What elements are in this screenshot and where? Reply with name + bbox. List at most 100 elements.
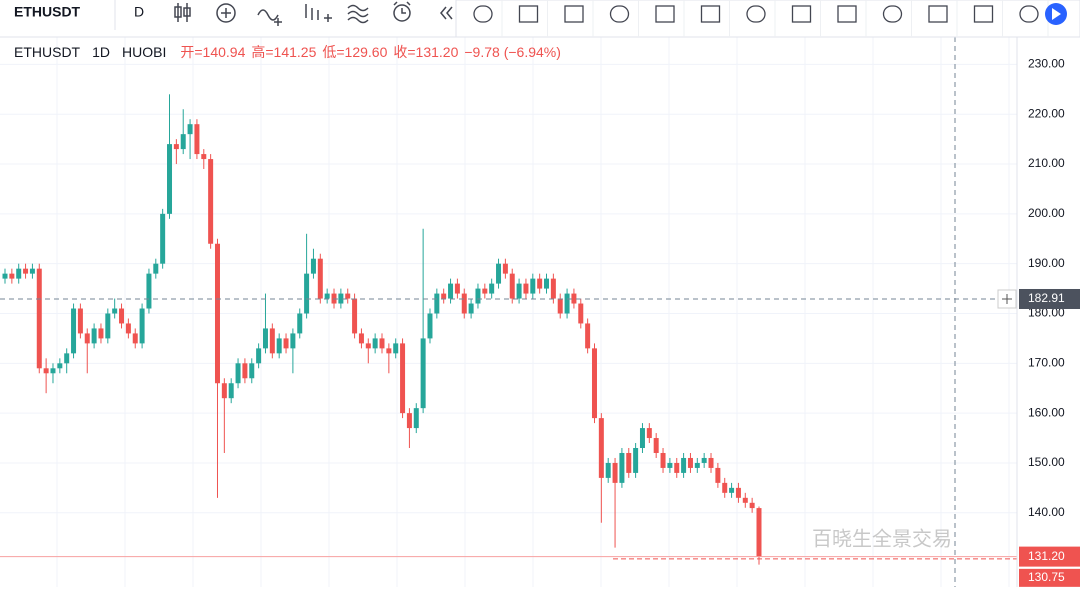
candle-body bbox=[653, 438, 659, 453]
y-tick-label: 190.00 bbox=[1028, 256, 1065, 270]
candle-body bbox=[208, 159, 214, 244]
candle-body bbox=[742, 497, 748, 503]
candle-body bbox=[448, 283, 454, 299]
candle-body bbox=[372, 338, 378, 349]
candle-body bbox=[256, 348, 262, 364]
legend-item: 低=129.60 bbox=[322, 44, 387, 60]
candle-body bbox=[605, 462, 611, 478]
candle-body bbox=[91, 328, 97, 344]
candle-body bbox=[633, 448, 639, 473]
tool-icon[interactable] bbox=[655, 5, 675, 23]
legend: ETHUSDT 1D HUOBI 开=140.94 高=141.25 低=129.60 收=… bbox=[14, 44, 561, 60]
symbol-button[interactable]: ETHUSDT bbox=[14, 4, 81, 20]
interval-button[interactable]: D bbox=[134, 4, 144, 20]
candle-body bbox=[708, 457, 714, 468]
candle-body bbox=[146, 273, 152, 309]
candle-body bbox=[139, 308, 145, 344]
legend-item: 1D bbox=[92, 44, 110, 60]
crosshair-plus-icon bbox=[1002, 293, 1012, 304]
crosshair-label: 182.91 bbox=[1028, 291, 1065, 305]
candle-body bbox=[153, 263, 159, 274]
y-tick-label: 140.00 bbox=[1028, 505, 1065, 519]
indicators-button[interactable] bbox=[216, 3, 236, 23]
tool-icon[interactable] bbox=[1019, 5, 1039, 23]
candle-body bbox=[173, 144, 179, 150]
candle-body bbox=[694, 462, 700, 468]
y-tick-label: 230.00 bbox=[1028, 57, 1065, 71]
y-tick-label: 220.00 bbox=[1028, 106, 1065, 120]
second-price-label: 130.75 bbox=[1028, 570, 1065, 584]
tool-icon[interactable] bbox=[746, 5, 766, 23]
candle-body bbox=[214, 243, 220, 384]
candle-body bbox=[729, 487, 735, 493]
candle-body bbox=[352, 298, 358, 334]
candle-body bbox=[674, 462, 680, 473]
play-icon bbox=[1052, 8, 1061, 20]
candle-body bbox=[338, 293, 344, 304]
compare-button[interactable] bbox=[257, 9, 282, 26]
candle-body bbox=[571, 293, 577, 304]
candle-body bbox=[523, 283, 529, 294]
tool-icon[interactable] bbox=[473, 5, 493, 23]
candle-body bbox=[112, 308, 118, 314]
legend-item: −9.78 (−6.94%) bbox=[464, 44, 561, 60]
candle-body bbox=[36, 268, 42, 369]
candle-body bbox=[29, 268, 35, 274]
candle-body bbox=[550, 278, 556, 299]
candle-body bbox=[262, 328, 268, 349]
candle-body bbox=[16, 268, 22, 279]
candle-body bbox=[297, 313, 303, 334]
rewind-button[interactable] bbox=[440, 6, 453, 20]
candle-body bbox=[687, 457, 693, 468]
y-tick-label: 160.00 bbox=[1028, 405, 1065, 419]
tool-icon[interactable] bbox=[564, 5, 584, 23]
candle-body bbox=[310, 258, 316, 274]
candle-body bbox=[221, 383, 227, 399]
axis-labels: 230.00 220.00 210.00 200.00 190.00 180.00 170.… bbox=[1019, 57, 1080, 587]
candle-body bbox=[180, 134, 186, 150]
y-tick-label: 200.00 bbox=[1028, 206, 1065, 220]
candle-body bbox=[516, 283, 522, 299]
candle-body bbox=[441, 293, 447, 299]
candle-body bbox=[681, 457, 687, 473]
candle-body bbox=[187, 124, 193, 135]
candle-body bbox=[194, 124, 200, 155]
candle-body bbox=[345, 293, 351, 299]
candle-body bbox=[454, 283, 460, 294]
tool-icon[interactable] bbox=[700, 5, 721, 23]
candle-body bbox=[132, 333, 138, 344]
candle-body bbox=[626, 452, 632, 473]
candle-body bbox=[406, 413, 412, 429]
y-tick-label: 170.00 bbox=[1028, 355, 1065, 369]
candle-body bbox=[167, 144, 173, 214]
last-price-label: 131.20 bbox=[1028, 549, 1065, 563]
tool-icon[interactable] bbox=[837, 5, 857, 23]
alert-button[interactable] bbox=[393, 1, 411, 22]
drawing-tools bbox=[473, 0, 1049, 37]
candle-body bbox=[667, 462, 673, 468]
legend-item: 开=140.94 bbox=[180, 44, 245, 60]
tool-icon[interactable] bbox=[882, 5, 903, 23]
candle-body bbox=[482, 288, 488, 294]
candle-body bbox=[201, 154, 207, 160]
candle-body bbox=[434, 293, 440, 314]
tool-icon[interactable] bbox=[791, 5, 812, 23]
legend-item: 收=131.20 bbox=[393, 44, 458, 60]
candle-body bbox=[160, 213, 166, 264]
tool-icon[interactable] bbox=[609, 5, 630, 23]
candle-body bbox=[413, 408, 419, 429]
wave-button[interactable] bbox=[347, 4, 369, 24]
candle-body bbox=[324, 293, 330, 299]
tool-icon[interactable] bbox=[973, 5, 994, 23]
candle-body bbox=[468, 303, 474, 314]
candle-body bbox=[496, 263, 502, 284]
chart-style-button[interactable] bbox=[174, 3, 191, 22]
bar-button[interactable] bbox=[305, 4, 332, 22]
candle-body bbox=[290, 333, 296, 349]
candle-body bbox=[77, 308, 83, 334]
candle-body bbox=[105, 313, 111, 339]
tool-icon[interactable] bbox=[518, 5, 539, 23]
candle-body bbox=[585, 323, 591, 349]
tool-icon[interactable] bbox=[928, 5, 948, 23]
candle-body bbox=[57, 363, 63, 369]
